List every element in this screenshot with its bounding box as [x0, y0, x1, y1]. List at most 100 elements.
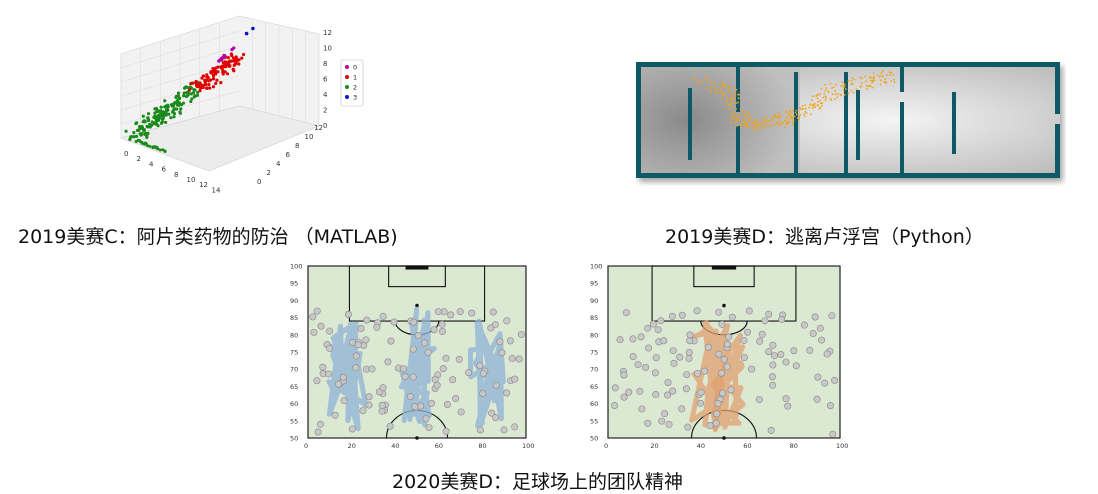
player-marker	[425, 424, 433, 432]
agent-point	[710, 81, 712, 84]
legend-marker	[345, 95, 349, 99]
agent-point	[791, 121, 794, 123]
agent-point	[819, 99, 821, 102]
agent-point	[824, 95, 827, 98]
agent-point	[801, 108, 804, 110]
y-tick-label: 50	[590, 435, 598, 443]
scatter-point	[161, 117, 165, 121]
scatter-point	[138, 140, 142, 144]
player-marker	[313, 377, 321, 385]
agent-point	[755, 125, 758, 128]
agent-point	[719, 91, 721, 93]
agent-point	[734, 117, 736, 120]
player-marker	[678, 405, 686, 413]
y-tick-label: 75	[590, 349, 598, 357]
agent-point	[694, 78, 697, 80]
player-marker	[654, 326, 662, 334]
agent-point	[777, 111, 780, 114]
player-marker	[344, 310, 352, 318]
player-marker	[622, 309, 630, 317]
agent-point	[798, 107, 801, 109]
agent-point	[703, 76, 706, 79]
scatter-point	[206, 75, 210, 80]
agent-point	[730, 101, 733, 104]
agent-point	[816, 97, 819, 100]
player-marker	[684, 423, 692, 431]
agent-point	[878, 76, 881, 78]
player-marker	[492, 413, 500, 421]
player-marker	[828, 312, 836, 320]
player-marker	[491, 321, 499, 329]
agent-point	[836, 96, 839, 98]
agent-point	[851, 82, 854, 85]
agent-point	[893, 78, 895, 81]
player-marker	[652, 391, 660, 399]
y-tick-label: 60	[290, 400, 298, 408]
scatter-point	[124, 129, 128, 133]
player-marker	[465, 369, 473, 377]
agent-point	[746, 112, 749, 115]
agent-point	[835, 83, 837, 86]
player-marker	[400, 365, 408, 373]
scatter-point	[132, 135, 136, 139]
agent-point	[851, 77, 854, 79]
agent-point	[749, 121, 751, 123]
player-marker	[439, 365, 447, 373]
scatter-point	[214, 81, 218, 85]
x-tick-label: 100	[522, 442, 534, 450]
agent-point	[831, 87, 833, 89]
agent-point	[745, 116, 748, 118]
x-tick-label: 80	[790, 442, 798, 450]
agent-point	[872, 77, 875, 80]
agent-point	[813, 105, 815, 107]
scatter-point	[129, 134, 134, 139]
agent-point	[776, 116, 779, 118]
scatter-point	[244, 31, 249, 36]
player-marker	[625, 388, 633, 396]
penalty-spot	[415, 303, 419, 308]
scatter-legend: 0 1 2 3	[340, 59, 364, 107]
agent-point	[791, 117, 793, 120]
agent-point	[734, 94, 737, 97]
scatter-point	[221, 69, 225, 73]
scatter-point	[164, 109, 169, 113]
y-tick-label: 70	[590, 366, 598, 374]
agent-point	[880, 74, 883, 77]
scatter-point	[135, 134, 139, 138]
agent-point	[847, 92, 850, 95]
player-marker	[440, 308, 448, 316]
agent-point	[888, 71, 891, 73]
agent-point	[717, 88, 720, 90]
agent-point	[701, 81, 704, 83]
player-marker	[638, 405, 646, 413]
player-marker	[792, 362, 800, 370]
player-marker	[409, 373, 417, 381]
scatter-point	[190, 97, 194, 101]
agent-point	[860, 85, 863, 87]
player-marker	[468, 309, 476, 317]
player-marker	[362, 336, 370, 344]
y-tick-label: 95	[590, 280, 598, 288]
agent-point	[841, 81, 843, 83]
agent-point	[715, 92, 717, 94]
player-marker	[697, 399, 705, 407]
agent-point	[742, 117, 745, 120]
y-tick-label: 50	[290, 435, 298, 443]
agent-point	[774, 115, 777, 118]
agent-point	[768, 119, 770, 122]
agent-point	[788, 120, 791, 123]
player-marker	[428, 399, 436, 407]
player-marker	[778, 316, 786, 324]
agent-point	[758, 123, 760, 126]
player-marker	[714, 399, 722, 407]
player-marker	[829, 430, 837, 438]
agent-point	[799, 114, 802, 116]
player-marker	[769, 341, 777, 349]
agent-point	[871, 81, 874, 84]
player-marker	[761, 317, 769, 325]
player-marker	[770, 352, 778, 360]
scatter-point	[158, 148, 162, 152]
player-marker	[359, 407, 367, 415]
player-marker	[326, 344, 334, 352]
agent-point	[746, 124, 749, 127]
